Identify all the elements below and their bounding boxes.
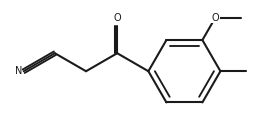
- Text: N: N: [15, 66, 22, 76]
- Text: O: O: [212, 13, 219, 23]
- Text: O: O: [113, 13, 121, 23]
